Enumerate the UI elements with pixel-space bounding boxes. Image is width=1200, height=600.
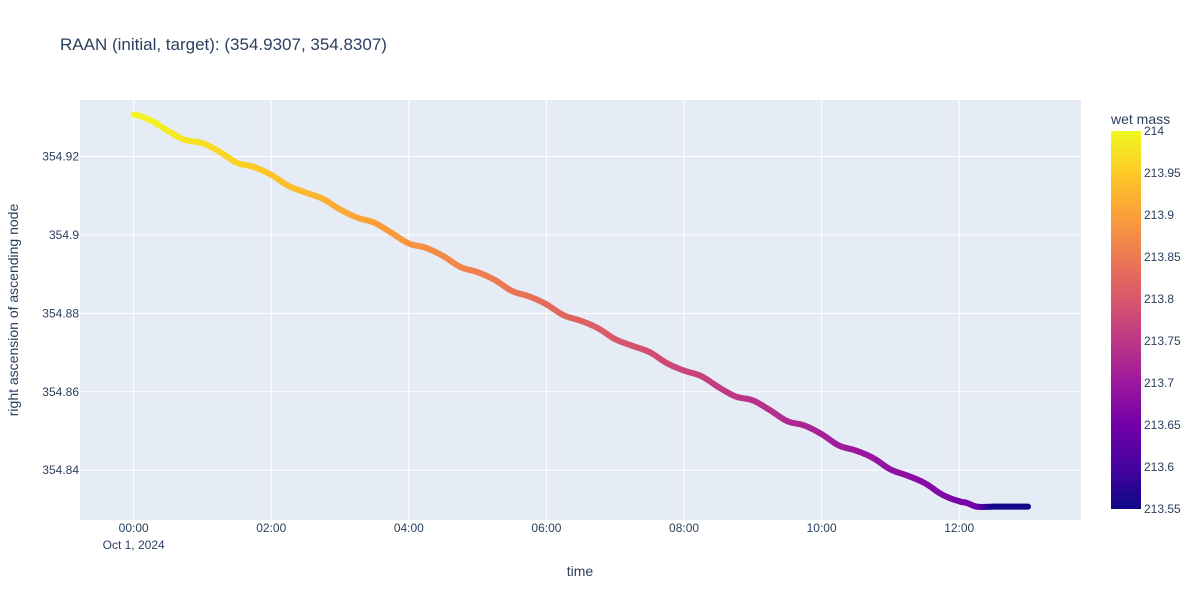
- colorbar-tick-label: 213.95: [1144, 166, 1181, 180]
- x-tick-label: 00:00: [119, 521, 149, 535]
- colorbar-tick-label: 213.8: [1144, 292, 1174, 306]
- colorbar-tick-label: 214: [1144, 124, 1164, 138]
- x-axis-ticks: 00:00 Oct 1, 2024 02:00 04:00 06:00 08:00 10:0…: [103, 521, 975, 552]
- x-tick-sublabel: Oct 1, 2024: [103, 538, 165, 552]
- colorbar: wet mass 213.55213.6213.65213.7213.75213…: [1110, 111, 1181, 516]
- y-tick-label: 354.86: [42, 385, 79, 399]
- y-tick-label: 354.84: [42, 463, 79, 477]
- colorbar-tick-label: 213.9: [1144, 208, 1174, 222]
- y-tick-label: 354.88: [42, 306, 79, 320]
- x-tick-label: 06:00: [531, 521, 561, 535]
- y-axis-title: right ascension of ascending node: [5, 204, 21, 417]
- colorbar-ticks: 213.55 213.6 213.65 213.7 213.75 213.8 213.85 2…: [1144, 124, 1181, 516]
- x-tick-label: 04:00: [394, 521, 424, 535]
- x-axis-title: time: [567, 563, 594, 579]
- x-tick-label: 08:00: [669, 521, 699, 535]
- colorbar-tick-label: 213.6: [1144, 460, 1174, 474]
- grid-lines: [80, 100, 1081, 520]
- colorbar-tick-label: 213.85: [1144, 250, 1181, 264]
- x-tick-label: 02:00: [256, 521, 286, 535]
- y-axis-ticks: 354.84 354.86 354.88 354.9 354.92: [42, 149, 79, 477]
- colorbar-title: wet mass: [1110, 111, 1170, 127]
- colorbar-tick-label: 213.65: [1144, 418, 1181, 432]
- colorbar-tick-label: 213.55: [1144, 502, 1181, 516]
- colorbar-tick-label: 213.7: [1144, 376, 1174, 390]
- y-tick-label: 354.9: [49, 228, 79, 242]
- raan-trace: [130, 111, 1032, 510]
- chart-title: RAAN (initial, target): (354.9307, 354.8…: [60, 35, 387, 54]
- x-tick-label: 12:00: [944, 521, 974, 535]
- x-tick-label: 10:00: [807, 521, 837, 535]
- plot-area: [80, 100, 1081, 520]
- y-tick-label: 354.92: [42, 149, 79, 163]
- colorbar-tick-label: 213.75: [1144, 334, 1181, 348]
- colorbar-gradient: [1111, 131, 1141, 509]
